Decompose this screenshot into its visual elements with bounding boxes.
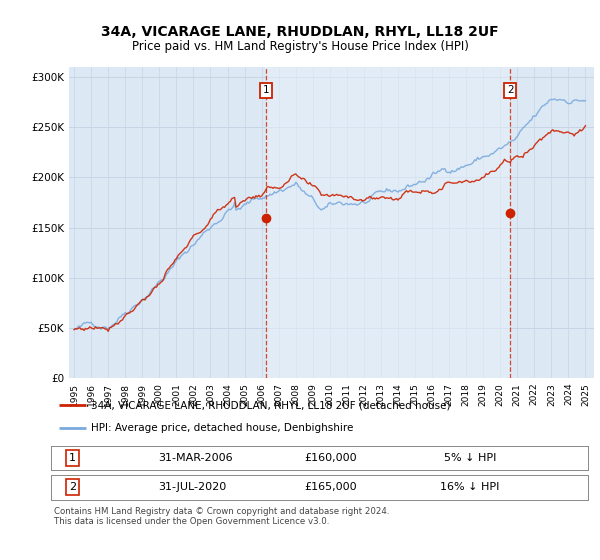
Text: Price paid vs. HM Land Registry's House Price Index (HPI): Price paid vs. HM Land Registry's House … [131, 40, 469, 53]
Text: 2: 2 [69, 482, 76, 492]
Text: £160,000: £160,000 [304, 453, 356, 463]
Text: 31-MAR-2006: 31-MAR-2006 [158, 453, 233, 463]
Text: 1: 1 [69, 453, 76, 463]
Text: 34A, VICARAGE LANE, RHUDDLAN, RHYL, LL18 2UF: 34A, VICARAGE LANE, RHUDDLAN, RHYL, LL18… [101, 25, 499, 39]
Bar [266, 67, 510, 378]
Text: 34A, VICARAGE LANE, RHUDDLAN, RHYL, LL18 2UF (detached house): 34A, VICARAGE LANE, RHUDDLAN, RHYL, LL18… [91, 400, 451, 410]
Text: 1: 1 [263, 85, 269, 95]
Text: Contains HM Land Registry data © Crown copyright and database right 2024.: Contains HM Land Registry data © Crown c… [54, 507, 389, 516]
Text: HPI: Average price, detached house, Denbighshire: HPI: Average price, detached house, Denb… [91, 423, 353, 433]
Text: 31-JUL-2020: 31-JUL-2020 [158, 482, 227, 492]
Text: 2: 2 [507, 85, 514, 95]
Text: 16% ↓ HPI: 16% ↓ HPI [440, 482, 500, 492]
Text: £165,000: £165,000 [304, 482, 356, 492]
Text: This data is licensed under the Open Government Licence v3.0.: This data is licensed under the Open Gov… [54, 517, 329, 526]
Text: 5% ↓ HPI: 5% ↓ HPI [443, 453, 496, 463]
